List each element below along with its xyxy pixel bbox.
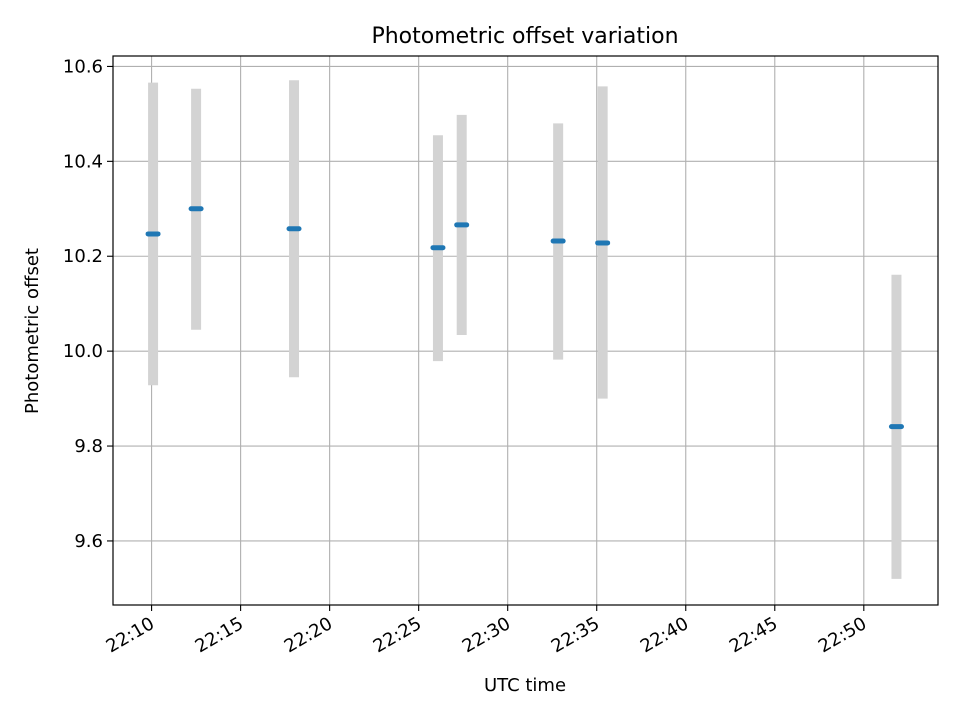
data-points (145, 206, 904, 430)
plot-frame (112, 55, 939, 606)
y-axis-ticks: 9.6 9.8 10.0 10.2 10.4 10.6 (63, 56, 113, 552)
y-tick-label: 10.6 (63, 56, 103, 77)
y-tick-label: 9.6 (74, 531, 103, 552)
y-tick-label: 10.2 (63, 246, 103, 267)
grid (113, 56, 938, 605)
x-axis-label: UTC time (484, 675, 566, 696)
y-tick-label: 10.4 (63, 151, 103, 172)
y-tick-label: 9.8 (74, 436, 103, 457)
y-axis-label: Photometric offset (22, 248, 43, 414)
y-tick-label: 10.0 (63, 341, 103, 362)
chart-title: Photometric offset variation (371, 24, 678, 49)
